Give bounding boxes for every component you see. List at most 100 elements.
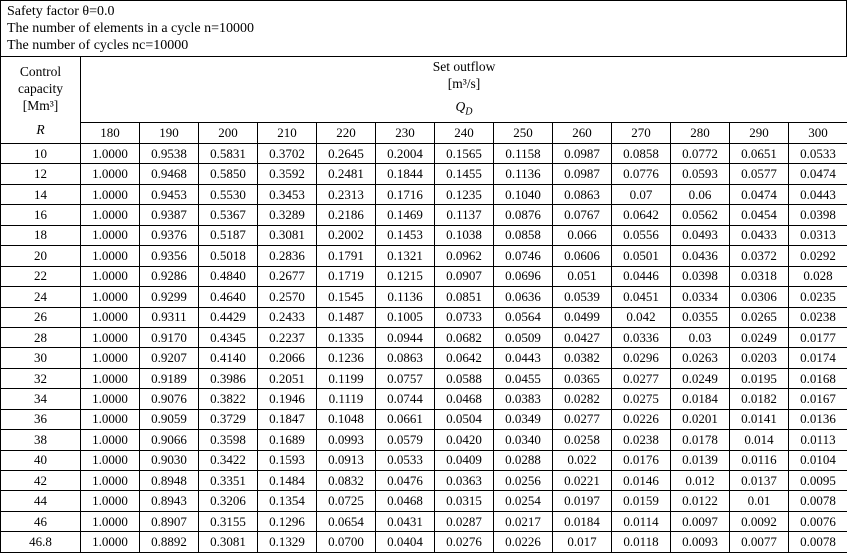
table-cell: 0.3729 xyxy=(198,408,258,431)
table-cell: 0.0277 xyxy=(552,408,612,431)
table-cell: 0.0076 xyxy=(787,510,847,533)
table-cell: 0.5018 xyxy=(198,245,258,267)
table-cell: 0.0944 xyxy=(375,326,435,349)
column-header: 270 xyxy=(611,122,671,144)
table-cell: 0.0474 xyxy=(729,183,789,206)
table-cell: 1.0000 xyxy=(80,449,140,472)
column-header: 230 xyxy=(375,122,435,144)
set-outflow-header: Set outflow [m³/s] QD xyxy=(79,56,847,123)
table-cell: 0.2051 xyxy=(257,367,317,390)
table-cell: 0.0137 xyxy=(729,469,789,492)
table-cell: 0.4345 xyxy=(198,326,258,349)
table-cell: 0.0097 xyxy=(670,510,730,533)
row-label: 22 xyxy=(0,265,81,288)
control-capacity-line: Control xyxy=(19,63,62,79)
table-cell: 0.8907 xyxy=(139,510,199,533)
table-cell: 0.0176 xyxy=(611,449,671,472)
table-cell: 0.9299 xyxy=(139,286,199,308)
table-cell: 0.2433 xyxy=(257,306,317,328)
row-label: 44 xyxy=(0,490,81,512)
row-label: 38 xyxy=(0,429,81,451)
table-cell: 0.0427 xyxy=(552,326,612,349)
table-cell: 0.0757 xyxy=(375,367,435,390)
table-cell: 0.1296 xyxy=(257,510,317,533)
table-cell: 0.0306 xyxy=(729,286,789,308)
table-cell: 1.0000 xyxy=(80,163,140,185)
table-cell: 1.0000 xyxy=(80,510,140,533)
row-label: 34 xyxy=(0,388,81,410)
table-cell: 0.1455 xyxy=(434,163,494,185)
table-cell: 0.0499 xyxy=(552,306,612,328)
table-cell: 0.2004 xyxy=(375,142,435,165)
table-cell: 0.012 xyxy=(670,469,730,492)
table-cell: 0.1791 xyxy=(316,245,376,267)
table-cell: 0.0577 xyxy=(729,163,789,185)
table-cell: 0.0468 xyxy=(375,490,435,512)
table-cell: 0.1565 xyxy=(434,142,494,165)
table-row: 18 1.0000 0.9376 0.5187 0.3081 0.2002 0.1453 0.… xyxy=(0,224,847,247)
column-header-row: 180 190 200 210 220 230 240 250 260 270 280 290 300 xyxy=(1,122,847,144)
table-cell: 0.0733 xyxy=(434,306,494,328)
table-row: 38 1.0000 0.9066 0.3598 0.1689 0.0993 0.0579 0.… xyxy=(0,429,847,451)
table-cell: 0.0372 xyxy=(729,245,789,267)
table-cell: 0.0318 xyxy=(729,265,789,288)
table-cell: 0.2313 xyxy=(316,183,376,206)
table-cell: 0.5187 xyxy=(198,224,258,247)
table-cell: 0.0092 xyxy=(729,510,789,533)
set-outflow-title: Set outflow xyxy=(432,59,496,75)
table-cell: 0.06 xyxy=(670,183,730,206)
table-cell: 0.0661 xyxy=(375,408,435,431)
table-cell: 1.0000 xyxy=(80,142,140,165)
column-header: 190 xyxy=(139,122,199,144)
table-cell: 0.1484 xyxy=(257,469,317,492)
table-cell: 0.0455 xyxy=(493,367,553,390)
table-cell: 1.0000 xyxy=(80,306,140,328)
table-cell: 0.01 xyxy=(729,490,789,512)
table-cell: 0.0349 xyxy=(493,408,553,431)
table-cell: 0.0340 xyxy=(493,429,553,451)
table-cell: 0.0336 xyxy=(611,326,671,349)
table-cell: 0.1236 xyxy=(316,347,376,369)
table-cell: 0.0334 xyxy=(670,286,730,308)
table-cell: 0.0863 xyxy=(552,183,612,206)
table-cell: 0.0562 xyxy=(670,204,730,226)
table-cell: 0.0383 xyxy=(493,388,553,410)
table-cell: 1.0000 xyxy=(80,183,140,206)
table-cell: 0.3592 xyxy=(257,163,317,185)
table-row: 32 1.0000 0.9189 0.3986 0.2051 0.1199 0.0757 0.… xyxy=(0,367,847,390)
control-capacity-header: Control capacity [Mm³] R xyxy=(0,56,81,144)
table-cell: 0.0446 xyxy=(611,265,671,288)
table-cell: 0.0433 xyxy=(729,224,789,247)
table-cell: 0.0700 xyxy=(316,531,376,553)
table-cell: 0.0313 xyxy=(787,224,847,247)
table-cell: 0.0404 xyxy=(375,531,435,553)
table-cell: 0.3081 xyxy=(257,224,317,247)
row-label: 12 xyxy=(0,163,81,185)
table-cell: 0.0265 xyxy=(729,306,789,328)
table-row: 46.8 1.0000 0.8892 0.3081 0.1329 0.0700 0.0404… xyxy=(0,531,847,553)
table-cell: 0.0579 xyxy=(375,429,435,451)
column-header: 210 xyxy=(257,122,317,144)
table-cell: 0.0203 xyxy=(729,347,789,369)
table-cell: 0.0443 xyxy=(493,347,553,369)
table-cell: 0.3822 xyxy=(198,388,258,410)
table-cell: 0.03 xyxy=(670,326,730,349)
column-header: 200 xyxy=(198,122,258,144)
table-cell: 0.0420 xyxy=(434,429,494,451)
table-cell: 0.1136 xyxy=(375,286,435,308)
table-cell: 0.5850 xyxy=(198,163,258,185)
row-label: 18 xyxy=(0,224,81,247)
row-label: 46.8 xyxy=(0,531,81,553)
table-cell: 0.0564 xyxy=(493,306,553,328)
table-cell: 0.3081 xyxy=(198,531,258,553)
table-cell: 0.9311 xyxy=(139,306,199,328)
table-cell: 1.0000 xyxy=(80,286,140,308)
table-cell: 0.0744 xyxy=(375,388,435,410)
row-label: 28 xyxy=(0,326,81,349)
table-cell: 1.0000 xyxy=(80,531,140,553)
control-capacity-unit: [Mm³] xyxy=(22,97,59,113)
table-cell: 0.0858 xyxy=(493,224,553,247)
table-cell: 0.9538 xyxy=(139,142,199,165)
table-cell: 0.9387 xyxy=(139,204,199,226)
